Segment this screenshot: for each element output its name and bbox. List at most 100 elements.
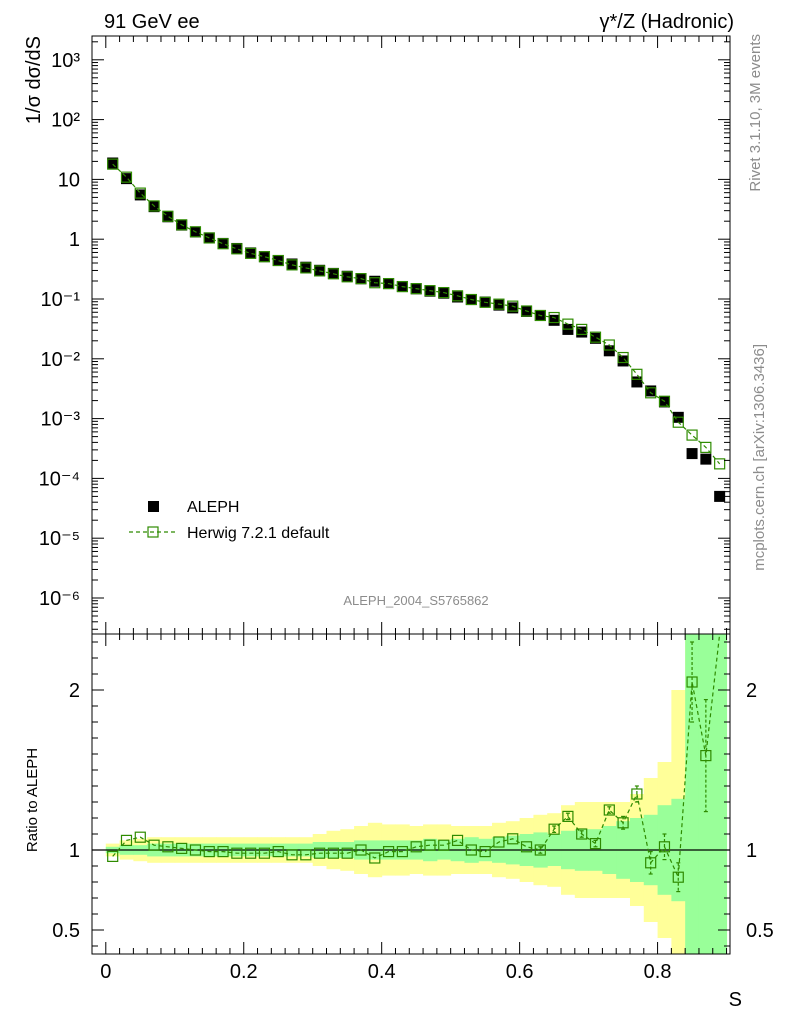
herwig-ratio-point [203, 845, 215, 858]
herwig-ratio-point [465, 844, 477, 856]
herwig-ratio-point [369, 852, 381, 864]
aleph-point [452, 291, 464, 303]
herwig-point [562, 318, 574, 330]
y-tick-label-top: 10⁻² [41, 349, 81, 371]
herwig-ratio-point [520, 841, 533, 853]
herwig-point [645, 387, 657, 399]
aleph-point [217, 237, 229, 249]
herwig-ratio-point [217, 845, 229, 858]
herwig-ratio-point [272, 845, 284, 858]
herwig-point [369, 277, 381, 289]
aleph-point [631, 376, 643, 388]
y-tick-label-top: 10⁻⁴ [39, 468, 80, 490]
herwig-point [410, 283, 422, 295]
herwig-ratio-point [107, 850, 119, 863]
aleph-point [258, 251, 270, 263]
aleph-point [548, 314, 560, 326]
herwig-ratio-point [189, 844, 202, 856]
aleph-point [617, 355, 629, 367]
herwig-ratio-point [120, 834, 133, 847]
herwig-ratio-point [438, 839, 450, 851]
herwig-point [631, 368, 643, 380]
top-panel: 10⁻⁶ 10⁻⁵ 10⁻⁴ 10⁻³ 10⁻² 10⁻¹ 1 10 10² 10³ [39, 35, 731, 635]
herwig-ratio-point [314, 847, 326, 859]
aleph-point [700, 453, 712, 465]
aleph-point [603, 345, 615, 357]
herwig-ratio-point [300, 849, 312, 861]
aleph-point [120, 173, 132, 185]
herwig-point [286, 259, 298, 271]
y-tick-label-top: 10⁻⁵ [39, 528, 80, 550]
herwig-ratio-point [134, 831, 146, 843]
aleph-point [162, 211, 174, 223]
herwig-point [355, 273, 367, 285]
herwig-point [520, 305, 533, 317]
herwig-point [382, 277, 395, 290]
herwig-ratio-point [700, 749, 712, 762]
aleph-point [107, 157, 119, 169]
aleph-point [272, 255, 284, 267]
x-tick-label: 0.4 [368, 961, 396, 983]
legend-label-aleph: ALEPH [187, 499, 239, 516]
herwig-ratio-point [658, 841, 671, 853]
herwig-ratio-point [672, 871, 684, 883]
y-tick-label-top: 10³ [51, 50, 80, 72]
mcplots-source-label: mcplots.cern.ch [arXiv:1306.3436] [751, 344, 768, 571]
stat-uncertainty-band [712, 634, 728, 954]
legend: ALEPH Herwig 7.2.1 default [129, 499, 330, 542]
herwig-point [396, 281, 408, 293]
herwig-point [465, 293, 477, 306]
stat-uncertainty-band [685, 634, 700, 954]
herwig-ratio-point [162, 841, 174, 853]
aleph-point [493, 299, 505, 311]
y-tick-label-bottom-left: 2 [69, 680, 80, 702]
herwig-ratio-point [231, 847, 243, 859]
herwig-point [548, 311, 560, 324]
aleph-point [645, 385, 657, 397]
herwig-ratio-point [327, 847, 340, 859]
herwig-point [589, 331, 602, 343]
herwig-point [314, 265, 326, 277]
aleph-point [507, 302, 519, 314]
herwig-ratio-point [355, 844, 367, 856]
herwig-point [438, 286, 450, 299]
herwig-point [617, 351, 629, 364]
herwig-point [714, 458, 726, 470]
herwig-point [231, 243, 243, 255]
y-tick-label-top: 10⁻¹ [41, 289, 81, 311]
aleph-point [576, 326, 588, 338]
aleph-point [590, 332, 602, 344]
herwig-point [162, 210, 174, 222]
herwig-ratio-point [245, 847, 257, 859]
herwig-ratio-point [645, 857, 657, 869]
herwig-ratio-point [258, 847, 271, 859]
herwig-point [107, 158, 119, 170]
herwig-point [479, 296, 491, 308]
stat-uncertainty-band [698, 634, 714, 954]
header-left-label: 91 GeV ee [104, 11, 200, 33]
herwig-line [112, 163, 721, 465]
herwig-ratio-point [493, 836, 505, 848]
x-tick-label: 0 [100, 961, 111, 983]
herwig-point [300, 262, 312, 274]
x-tick-label: 0.8 [644, 961, 672, 983]
herwig-point [603, 339, 615, 351]
y-tick-label-bottom-right: 1 [746, 840, 757, 862]
herwig-point [176, 219, 188, 231]
herwig-point [327, 268, 340, 280]
x-tick-label: 0.2 [230, 961, 258, 983]
herwig-ratio-point [617, 817, 629, 829]
herwig-point [341, 271, 353, 283]
herwig-ratio-point [148, 839, 160, 851]
legend-label-herwig: Herwig 7.2.1 default [187, 525, 330, 542]
aleph-point [686, 448, 698, 460]
herwig-point [686, 429, 698, 441]
herwig-point [672, 416, 684, 428]
herwig-point [134, 187, 146, 199]
herwig-ratio-point [686, 676, 698, 688]
herwig-ratio-point [176, 842, 188, 855]
herwig-ratio-point [451, 834, 464, 847]
herwig-ratio-point [631, 788, 643, 800]
bottom-frame [91, 633, 731, 955]
